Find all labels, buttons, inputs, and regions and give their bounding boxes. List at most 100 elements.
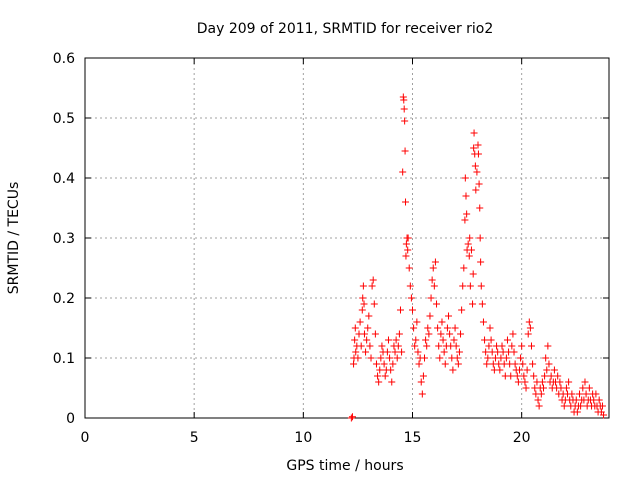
data-point	[396, 306, 404, 314]
data-point	[517, 354, 525, 362]
data-point	[376, 366, 384, 374]
data-point	[454, 360, 462, 368]
data-point	[392, 336, 400, 344]
data-point	[449, 366, 457, 374]
data-point	[556, 378, 564, 386]
data-point	[513, 372, 521, 380]
data-point	[372, 360, 380, 368]
data-point	[476, 234, 484, 242]
data-point	[415, 360, 423, 368]
data-point	[400, 96, 408, 104]
data-point	[377, 354, 385, 362]
data-point	[576, 390, 584, 398]
y-tick-label: 0.1	[53, 351, 75, 367]
data-point	[393, 354, 401, 362]
data-point	[367, 354, 375, 362]
data-point	[507, 372, 515, 380]
data-point	[362, 348, 370, 356]
data-point	[600, 411, 608, 419]
data-point	[363, 336, 371, 344]
data-point	[364, 324, 372, 332]
data-point	[402, 198, 410, 206]
data-point	[387, 366, 395, 374]
data-point	[405, 264, 413, 272]
data-point	[433, 300, 441, 308]
data-point	[429, 264, 437, 272]
data-point	[568, 390, 576, 398]
data-point	[562, 384, 570, 392]
data-point	[357, 342, 365, 350]
data-point	[427, 294, 435, 302]
data-point	[402, 252, 410, 260]
data-point	[374, 372, 382, 380]
x-tick-label: 20	[513, 430, 531, 446]
data-point	[443, 324, 451, 332]
data-point	[369, 276, 377, 284]
data-point	[413, 318, 421, 326]
data-point	[394, 342, 402, 350]
data-point	[425, 330, 433, 338]
data-point	[452, 342, 460, 350]
data-point	[366, 342, 374, 350]
x-tick-label: 15	[404, 430, 422, 446]
data-point	[356, 318, 364, 326]
data-point	[478, 300, 486, 308]
data-point	[515, 366, 523, 374]
data-point	[401, 117, 409, 125]
data-point	[469, 300, 477, 308]
data-point	[428, 276, 436, 284]
data-point	[535, 402, 543, 410]
data-point	[398, 348, 406, 356]
data-point	[451, 324, 459, 332]
data-point	[462, 192, 470, 200]
data-point	[410, 324, 418, 332]
data-point	[477, 282, 485, 290]
data-point	[544, 342, 552, 350]
data-point	[457, 330, 465, 338]
data-point	[360, 330, 368, 338]
data-point	[522, 384, 530, 392]
data-point	[461, 216, 469, 224]
data-point	[407, 294, 415, 302]
x-tick-label: 5	[190, 430, 199, 446]
data-point	[540, 384, 547, 392]
y-axis-label: SRMTID / TECUs	[6, 182, 22, 295]
data-point	[498, 342, 506, 350]
y-tick-label: 0.5	[53, 111, 75, 127]
data-point	[350, 360, 358, 368]
data-point	[381, 372, 389, 380]
data-point	[424, 324, 432, 332]
data-point	[527, 342, 535, 350]
data-point	[496, 366, 504, 374]
data-point	[436, 354, 444, 362]
data-point	[358, 306, 366, 314]
data-point	[508, 342, 516, 350]
data-point	[520, 372, 528, 380]
data-point	[484, 354, 492, 362]
data-points	[347, 93, 608, 422]
data-point	[423, 342, 431, 350]
data-point	[514, 378, 522, 386]
data-point	[439, 336, 447, 344]
data-point	[354, 354, 362, 362]
data-point	[485, 342, 493, 350]
y-tick-label: 0.2	[53, 291, 75, 307]
data-point	[430, 282, 438, 290]
x-tick-label: 10	[294, 430, 312, 446]
data-point	[502, 354, 510, 362]
data-point	[487, 336, 495, 344]
data-point	[482, 348, 490, 356]
data-point	[459, 282, 467, 290]
data-point	[378, 342, 386, 350]
y-tick-label: 0	[66, 411, 75, 427]
data-point	[404, 246, 412, 254]
data-point	[412, 336, 420, 344]
data-point	[543, 366, 551, 374]
data-point	[399, 168, 407, 176]
data-point	[476, 204, 484, 212]
y-tick-label: 0.4	[53, 171, 75, 187]
data-point	[375, 378, 383, 386]
data-point	[383, 348, 391, 356]
data-point	[359, 294, 367, 302]
